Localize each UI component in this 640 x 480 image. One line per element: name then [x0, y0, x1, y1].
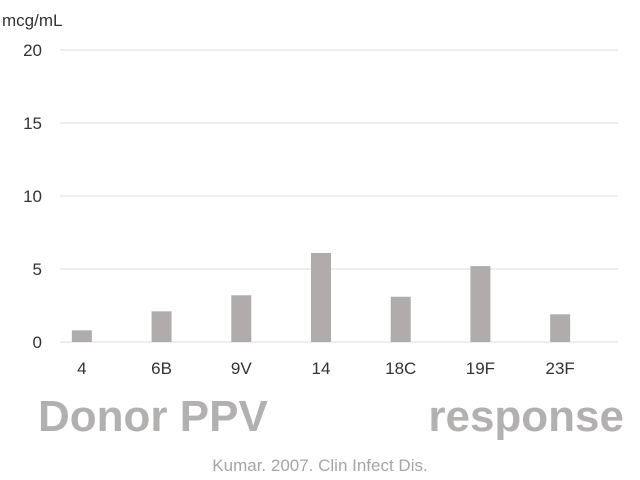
- x-tick-label: 18C: [385, 359, 416, 378]
- bar-6b: [151, 311, 172, 342]
- bar-4: [71, 330, 92, 342]
- gridlines: [60, 49, 618, 343]
- x-tick-label: 6B: [151, 359, 172, 378]
- bar-chart: mcg/mL 0 5 10 15 20 4 6B 9V 14 18C 19F 23F: [2, 11, 618, 378]
- y-tick-label: 10: [23, 187, 42, 206]
- x-tick-label: 9V: [231, 359, 252, 378]
- bar-14: [311, 252, 331, 342]
- headline-left: Donor PPV: [38, 392, 268, 441]
- bar-18c: [390, 296, 411, 342]
- y-tick-label: 15: [23, 114, 42, 133]
- y-axis-unit-label: mcg/mL: [2, 11, 62, 30]
- bar-23f: [550, 314, 571, 342]
- y-tick-label: 0: [33, 333, 42, 352]
- x-tick-label: 23F: [545, 359, 574, 378]
- y-axis-ticks: 0 5 10 15 20: [23, 41, 42, 352]
- bar-9v: [231, 295, 252, 342]
- y-tick-label: 20: [23, 41, 42, 60]
- citation: Kumar. 2007. Clin Infect Dis.: [212, 456, 428, 475]
- x-axis-ticks: 4 6B 9V 14 18C 19F 23F: [77, 359, 575, 378]
- x-tick-label: 4: [77, 359, 86, 378]
- headline-right: response: [428, 392, 624, 441]
- x-tick-label: 19F: [466, 359, 495, 378]
- y-tick-label: 5: [33, 260, 42, 279]
- bars: [71, 252, 571, 342]
- x-tick-label: 14: [312, 359, 331, 378]
- bar-19f: [470, 266, 491, 342]
